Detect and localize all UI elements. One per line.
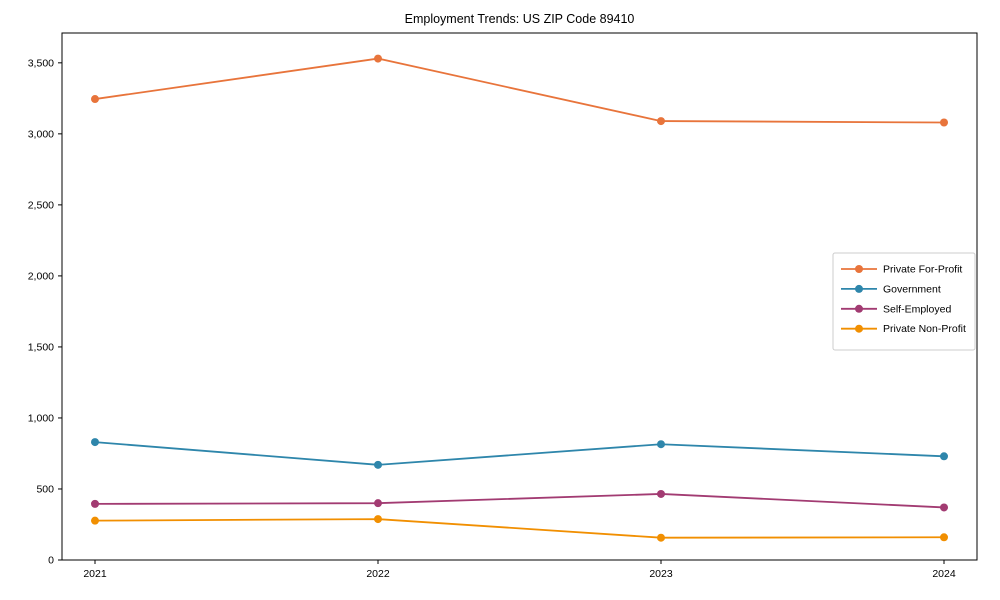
series-line-private-non-profit: [94, 518, 945, 539]
data-point-private-non-profit-2021: [91, 516, 99, 525]
data-point-government-2024: [940, 452, 948, 461]
y-axis-tick-label: 0: [48, 555, 54, 567]
legend-label-private-for-profit: Private For-Profit: [883, 264, 962, 276]
data-point-self-employed-2023: [657, 489, 665, 498]
data-point-private-for-profit-2023: [657, 117, 665, 126]
legend-label-self-employed: Self-Employed: [883, 303, 951, 315]
x-axis-tick-label: 2021: [83, 568, 107, 580]
legend-marker-self-employed: [855, 304, 863, 313]
chart-title: Employment Trends: US ZIP Code 89410: [404, 12, 635, 26]
data-point-self-employed-2022: [374, 499, 382, 508]
x-axis-tick-label: 2023: [649, 568, 673, 580]
data-point-government-2023: [657, 440, 665, 449]
legend-marker-government: [855, 284, 863, 293]
series-line-government: [94, 441, 945, 466]
data-point-private-for-profit-2024: [940, 118, 948, 127]
axes-box: [61, 32, 978, 561]
data-point-private-non-profit-2022: [374, 515, 382, 524]
series-line-private-for-profit: [94, 57, 945, 124]
data-point-self-employed-2024: [940, 503, 948, 512]
y-axis-tick-label: 1,000: [28, 412, 54, 424]
data-point-private-for-profit-2022: [374, 54, 382, 63]
x-axis-tick-label: 2024: [932, 568, 956, 580]
y-axis-tick-label: 3,000: [28, 128, 54, 140]
y-axis-tick-label: 1,500: [28, 341, 54, 353]
data-point-private-non-profit-2024: [940, 533, 948, 542]
legend-marker-private-for-profit: [855, 265, 863, 273]
x-axis-tick-label: 2022: [366, 568, 390, 580]
y-axis-tick-label: 500: [36, 483, 54, 495]
legend-label-private-non-profit: Private Non-Profit: [883, 323, 966, 335]
data-point-government-2022: [374, 460, 382, 469]
data-point-private-non-profit-2023: [657, 533, 665, 542]
y-axis-tick-label: 2,000: [28, 270, 54, 282]
legend-marker-private-non-profit: [855, 324, 863, 333]
legend-label-government: Government: [883, 283, 941, 295]
legend: [832, 252, 976, 351]
y-axis-tick-label: 3,500: [28, 57, 54, 69]
series-line-self-employed: [94, 493, 945, 509]
y-axis-tick-label: 2,500: [28, 199, 54, 211]
data-point-government-2021: [91, 438, 99, 447]
data-point-self-employed-2021: [91, 499, 99, 508]
data-point-private-for-profit-2021: [91, 95, 99, 104]
